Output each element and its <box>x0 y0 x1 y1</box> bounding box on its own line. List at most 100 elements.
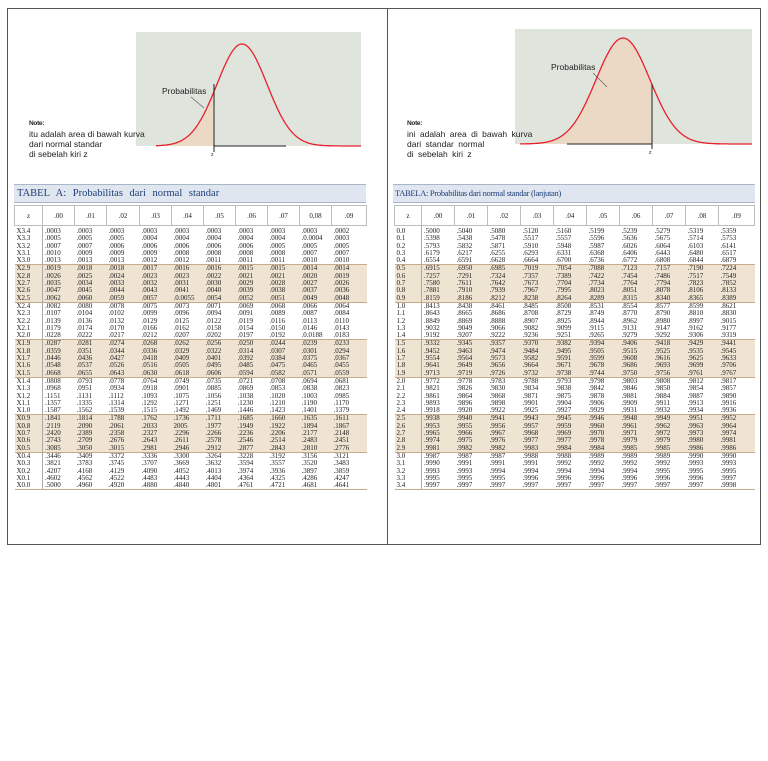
probability-cell: .0019 <box>42 264 75 273</box>
probability-cell: .1922 <box>267 422 300 431</box>
probability-cell: .9788 <box>522 377 539 385</box>
probability-cell: .0367 <box>331 355 367 363</box>
probability-cell: .0446 <box>42 355 75 363</box>
probability-cell: .0582 <box>267 369 300 378</box>
probability-cell: .0007 <box>76 242 93 250</box>
probability-cell: .0010 <box>45 249 61 257</box>
probability-cell: .9989 <box>654 452 671 460</box>
table-row: 1.9.9713.9719.9726.9732.9738.9744.9750.9… <box>394 369 755 378</box>
probability-cell: .3936 <box>269 467 286 475</box>
probability-cell: .9808 <box>654 377 671 385</box>
z-value-cell: 2.9 <box>394 444 422 453</box>
probability-cell: .1151 <box>45 392 61 400</box>
probability-cell: .6443 <box>654 249 671 257</box>
z-value-cell: 1.5 <box>394 339 422 348</box>
z-value-cell: 1.6 <box>394 347 422 356</box>
probability-cell: .0968 <box>45 385 61 393</box>
probability-cell: .1762 <box>139 414 172 423</box>
probability-cell: .9573 <box>487 355 521 363</box>
probability-cell: .9222 <box>487 332 521 341</box>
probability-cell: .8790 <box>654 310 671 318</box>
probability-cell: .0035 <box>42 280 75 288</box>
probability-cell: .6915 <box>421 264 455 273</box>
probability-cell: .0003 <box>237 227 254 235</box>
probability-cell: .9989 <box>588 452 605 460</box>
probability-cell: .0436 <box>74 355 107 363</box>
probability-cell: .9993 <box>720 460 737 468</box>
probability-cell: .9649 <box>454 362 488 370</box>
table-row: 2.1.9821 .9826 .9830 .9834 .9838 .9842 .9846 .9… <box>394 385 755 393</box>
probability-cell: .6406 <box>621 249 638 257</box>
probability-cell: .0094 <box>205 310 222 318</box>
z-value-cell: 1.0 <box>394 302 422 311</box>
table-row: X2.2.0139 .0136 .0132 .0129 .0125 .0122 .0119.… <box>14 317 367 325</box>
probability-cell: .4168 <box>76 467 93 475</box>
probability-cell: .2546 <box>235 437 268 445</box>
probability-cell: .0087 <box>301 310 318 318</box>
probability-cell: .0006 <box>205 242 222 250</box>
z-value-cell: 2.1 <box>394 385 422 393</box>
probability-cell: .1056 <box>205 392 222 400</box>
probability-cell: .2810 <box>299 444 332 453</box>
probability-cell: .9857 <box>720 385 737 393</box>
table-row: X0.1.4602 .4562 .4522 .4483 .4443 .4404 .4364.… <box>14 474 367 483</box>
column-header: .03 <box>520 205 554 226</box>
probability-cell: .0008 <box>269 249 286 257</box>
probability-cell: .9985 <box>652 444 686 453</box>
probability-cell: .8023 <box>586 287 620 295</box>
probability-cell: .0011 <box>267 257 300 266</box>
probability-cell: .0030 <box>203 280 236 288</box>
probability-cell: .2843 <box>267 444 300 453</box>
probability-cell: .0418 <box>139 355 172 363</box>
probability-cell: .8485 <box>522 302 539 310</box>
probability-cell: .9929 <box>586 407 620 416</box>
probability-cell: .9997 <box>652 482 686 491</box>
probability-cell: .0314 <box>235 347 268 356</box>
z-value-cell: 1.2 <box>394 317 422 325</box>
table-row: 0.1.5398 .5438 .5478 .5517 .5557 .5596 .5636 .5… <box>394 235 755 243</box>
probability-cell: .4761 <box>235 482 268 491</box>
probability-cell: .9948 <box>619 414 653 423</box>
probability-cell: .0039 <box>235 287 268 295</box>
z-value-cell: 1.3 <box>394 324 422 333</box>
probability-cell: .0006 <box>108 242 125 250</box>
probability-cell: .9292 <box>652 332 686 341</box>
probability-cell: .9251 <box>553 332 587 341</box>
probability-cell: .0003 <box>173 227 190 235</box>
probability-cell: .0009 <box>141 249 158 257</box>
probability-cell: .9982 <box>487 444 521 453</box>
probability-cell: .0020 <box>299 272 332 281</box>
probability-cell: .0559 <box>331 369 367 378</box>
probability-cell: .9842 <box>588 385 605 393</box>
probability-cell: .9986 <box>685 444 719 453</box>
probability-cell: .0764 <box>141 377 158 385</box>
probability-cell: .0004 <box>237 235 254 243</box>
table-row: X3.0.0013.0013.0013.0012.0012.0011.0011.… <box>14 257 367 266</box>
probability-cell: .2709 <box>74 437 107 445</box>
table-row: X2.1.0179 .0174 .0170 .0166 .0162 .0158 .0154.… <box>14 324 367 333</box>
z-value-cell: 2.4 <box>394 407 422 416</box>
probability-cell: .0495 <box>203 362 236 370</box>
probability-cell: .0011 <box>235 257 268 266</box>
z-value-cell: 0.4 <box>394 257 422 266</box>
probability-cell: .0212 <box>139 332 172 341</box>
probability-cell: .0033 <box>106 280 140 288</box>
probability-cell: .9744 <box>586 369 620 378</box>
table-row: X2.0.0228.0222.0217.0212.0207.0202.0197.… <box>14 332 367 341</box>
probability-cell: .9633 <box>718 355 755 363</box>
table-row: X0.0.5000.4960.4920.4880.4840.4801.4761.… <box>14 482 367 491</box>
probability-cell: .0004 <box>269 235 286 243</box>
probability-cell: .8078 <box>652 287 686 295</box>
z-value-cell: X1.7 <box>14 355 43 363</box>
probability-cell: .1977 <box>203 422 236 431</box>
probability-cell: .9881 <box>621 392 638 400</box>
probability-cell: .0005 <box>301 242 318 250</box>
probability-cell: .0401 <box>203 355 236 363</box>
probability-cell: .1357 <box>45 399 61 407</box>
probability-cell: .0885 <box>205 385 222 393</box>
table-row: 2.9.9981.9982.9982.9983.9984.9984.9985.9… <box>394 444 755 453</box>
probability-cell: .9890 <box>720 392 737 400</box>
note-line: di sebelah kiri z <box>29 149 88 159</box>
probability-cell: .5636 <box>621 235 638 243</box>
table-row: 1.4.9192.9207.9222.9236.9251.9265.9279.9… <box>394 332 755 341</box>
